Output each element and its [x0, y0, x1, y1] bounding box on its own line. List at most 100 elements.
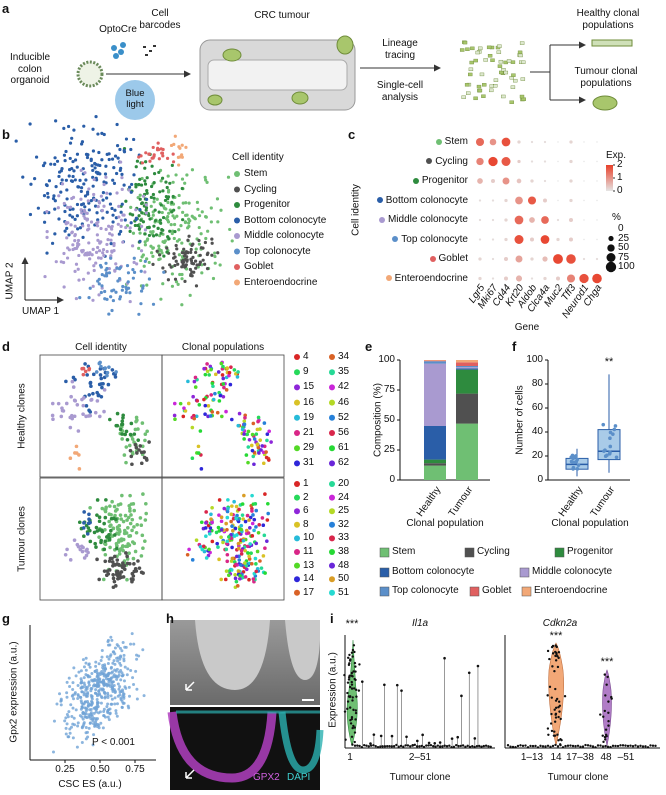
size-legend-dot	[606, 252, 616, 263]
cell-icon	[518, 53, 523, 58]
data-point	[372, 744, 375, 747]
data-point	[135, 687, 139, 691]
cell-point	[125, 438, 130, 442]
data-point	[116, 656, 120, 660]
cell-point	[194, 250, 198, 255]
cell-point	[68, 558, 73, 562]
dot	[529, 237, 535, 242]
cell-point	[113, 513, 117, 518]
cell-point	[145, 429, 149, 434]
data-point	[65, 695, 69, 699]
data-point	[96, 678, 100, 682]
data-point	[129, 642, 133, 646]
clone-label: 61	[338, 442, 350, 454]
data-point	[357, 689, 361, 692]
data-point	[128, 694, 132, 698]
cell-point	[82, 208, 87, 213]
cell-point	[195, 263, 199, 267]
cell-point	[100, 131, 104, 135]
cell-point	[83, 362, 87, 366]
cell-point	[91, 149, 96, 153]
cell-point	[173, 255, 177, 259]
cell-point	[107, 365, 111, 369]
data-point	[381, 745, 384, 748]
cell-icon	[521, 60, 526, 64]
data-point	[601, 422, 606, 427]
data-point	[471, 744, 474, 748]
cell-point	[215, 541, 219, 546]
plot-title: Cdkn2a	[542, 618, 578, 629]
row-text: Progenitor	[421, 175, 468, 186]
cell-point	[139, 289, 144, 293]
cell-point	[147, 440, 151, 444]
cell-point	[236, 541, 241, 546]
cell-point	[94, 545, 98, 549]
dot	[540, 235, 550, 244]
data-point	[607, 700, 610, 703]
y-tick-label: 75	[383, 384, 395, 395]
data-point	[74, 708, 78, 712]
cell-point	[216, 220, 220, 224]
legend-swatch	[234, 171, 240, 177]
cell-point	[99, 394, 104, 399]
cell-point	[183, 265, 187, 269]
cell-point	[14, 139, 18, 143]
cell-point	[137, 566, 142, 570]
cell-point	[73, 224, 77, 228]
cell-point	[109, 242, 113, 246]
data-point	[556, 733, 559, 736]
clone-label: 10	[303, 532, 315, 544]
cell-point	[221, 364, 225, 369]
cell-point	[174, 173, 178, 177]
cell-point	[246, 445, 251, 449]
dot	[542, 256, 548, 262]
cell-point	[138, 207, 142, 212]
data-point	[119, 678, 123, 682]
cell-point	[205, 267, 210, 271]
cell-point	[59, 190, 63, 194]
cell-point	[128, 299, 132, 304]
cell-point	[158, 257, 162, 261]
cell-point	[213, 372, 218, 377]
data-point	[106, 695, 110, 699]
cell-point	[206, 229, 210, 233]
data-point	[579, 745, 582, 749]
legend-swatch	[521, 586, 532, 597]
row-swatch	[376, 197, 383, 204]
cell-point	[75, 214, 79, 218]
row-text: Goblet	[438, 253, 468, 264]
cell-point	[228, 227, 232, 232]
cell-point	[85, 211, 89, 215]
data-point	[67, 710, 71, 714]
cell-point	[183, 409, 188, 413]
cell-point	[235, 554, 239, 559]
dot	[529, 217, 535, 223]
cell-point	[185, 213, 189, 217]
cell-point	[80, 211, 84, 215]
cell-point	[143, 228, 148, 232]
data-point	[576, 744, 580, 747]
cell-point	[230, 417, 234, 422]
cell-icon	[511, 73, 516, 77]
cell-icon	[466, 91, 471, 95]
cell-icon	[493, 78, 499, 82]
dot	[596, 141, 598, 143]
cell-point	[82, 534, 86, 538]
cell-point	[173, 417, 177, 422]
dot	[491, 238, 495, 241]
data-point	[110, 638, 114, 642]
cell-point	[129, 421, 134, 426]
label: UMAP 1	[22, 306, 60, 317]
cell-point	[79, 208, 83, 212]
data-point	[82, 665, 86, 669]
cell-point	[139, 249, 144, 253]
data-point	[409, 745, 412, 748]
cell-point	[114, 423, 119, 428]
cell-point	[103, 539, 108, 544]
data-point	[117, 687, 121, 691]
cell-point	[189, 258, 194, 263]
data-point	[601, 745, 605, 748]
cell-point	[91, 298, 95, 302]
cell-point	[72, 169, 76, 173]
data-point	[90, 697, 94, 701]
